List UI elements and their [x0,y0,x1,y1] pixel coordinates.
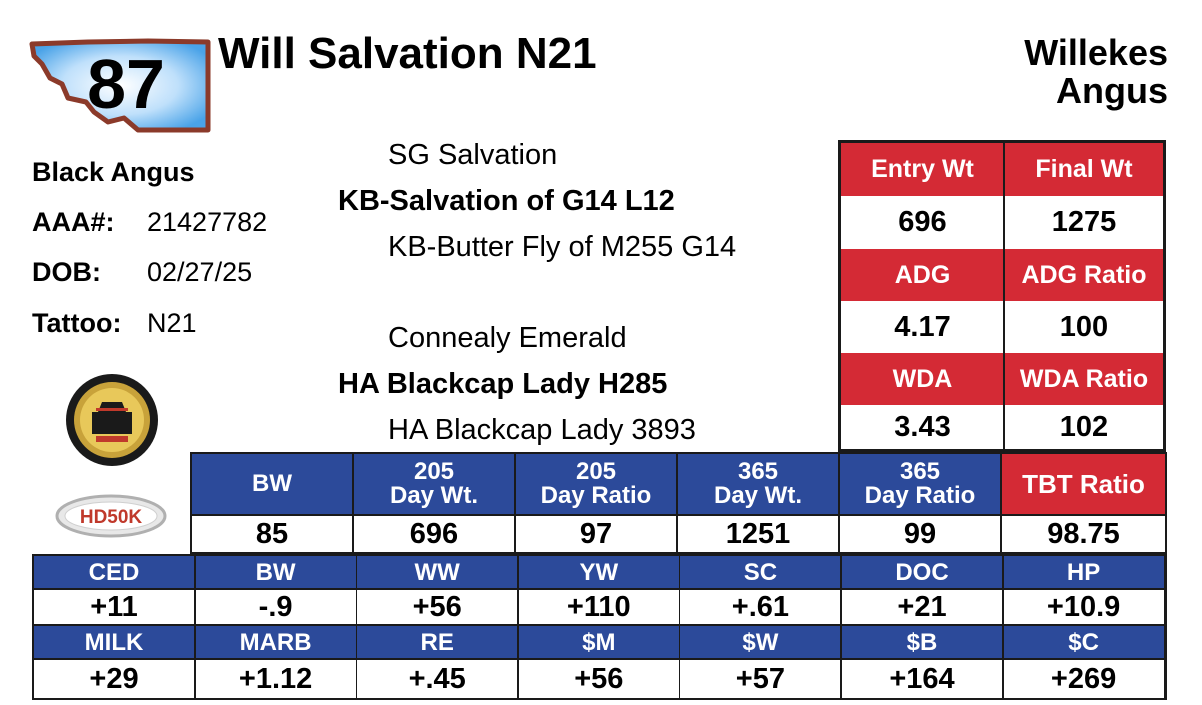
adg-value: 4.17 [841,301,1004,353]
aaa-row: AAA#: 21427782 [32,207,267,238]
epd-header-ww-2: WW [357,556,518,588]
adg-header: ADG [841,249,1004,301]
epd-header-b-5: $B [842,626,1002,658]
wda-value: 3.43 [841,405,1004,449]
weights-header-tbt-ratio: TBT Ratio [1002,454,1165,514]
tattoo-label: Tattoo: [32,308,122,338]
animal-name: Will Salvation N21 [218,29,597,78]
epd-header-milk-0: MILK [34,626,194,658]
epd-value-164-5: +164 [842,660,1002,698]
consignor-line-2: Angus [1056,70,1168,111]
weights-value-tbt-ratio: 98.75 [1002,516,1165,552]
tattoo-value: N21 [147,308,197,338]
epd-header-m-3: $M [518,626,679,658]
performance-table: Entry Wt Final Wt 696 1275 ADG ADG Ratio… [838,140,1166,452]
lot-number: 87 [87,45,165,123]
epd-header-ced-0: CED [34,556,194,588]
weights-header-bw: BW [192,454,352,514]
consignor-name: Willekes Angus [1024,34,1168,110]
epd-value-29-0: +29 [34,660,194,698]
association-seal-logo-icon [66,374,158,466]
final-wt-header: Final Wt [1005,143,1163,196]
epd-value-61-4: +.61 [680,590,841,624]
weights-value-365-day-ratio: 99 [840,516,1000,552]
breed: Black Angus [32,157,195,187]
aaa-label: AAA#: [32,207,115,237]
weights-value-205-day-wt: 696 [354,516,514,552]
montana-state-badge-icon [29,38,211,133]
entry-wt-header: Entry Wt [841,143,1004,196]
pedigree-dam-dam: HA Blackcap Lady 3893 [388,414,696,446]
epd-value-45-2: +.45 [357,660,518,698]
epd-value-21-5: +21 [842,590,1002,624]
weights-header-205-day-ratio: 205 Day Ratio [516,454,676,514]
pedigree-dam-sire: Connealy Emerald [388,322,627,354]
dob-label: DOB: [32,257,101,287]
epd-header-doc-5: DOC [842,556,1002,588]
epd-value-269-6: +269 [1003,660,1164,698]
entry-wt-value: 696 [841,196,1004,249]
epd-value-9-1: -.9 [195,590,356,624]
weights-value-205-day-ratio: 97 [516,516,676,552]
epd-header-yw-3: YW [518,556,679,588]
epd-value-10-9-6: +10.9 [1003,590,1164,624]
epd-value-1-12-1: +1.12 [195,660,356,698]
epd-value-57-4: +57 [680,660,841,698]
weights-value-365-day-wt: 1251 [678,516,838,552]
wda-ratio-value: 102 [1005,405,1163,449]
epd-header-hp-6: HP [1003,556,1164,588]
epd-header-bw-1: BW [195,556,356,588]
tattoo-row: Tattoo: N21 [32,308,197,339]
dob-value: 02/27/25 [147,257,253,287]
epd-header-w-4: $W [680,626,841,658]
wda-ratio-header: WDA Ratio [1005,353,1163,405]
epd-value-110-3: +110 [518,590,679,624]
pedigree-sire-sire: SG Salvation [388,139,558,171]
epd-header-re-2: RE [357,626,518,658]
adg-ratio-header: ADG Ratio [1005,249,1163,301]
adg-ratio-value: 100 [1005,301,1163,353]
pedigree-sire-dam: KB-Butter Fly of M255 G14 [388,231,737,263]
aaa-value: 21427782 [147,207,268,237]
weights-header-365-day-ratio: 365 Day Ratio [840,454,1000,514]
column-divider [1003,143,1005,449]
epd-header-sc-4: SC [680,556,841,588]
dob-row: DOB: 02/27/25 [32,257,252,288]
consignor-line-1: Willekes [1024,32,1168,73]
pedigree-dam: HA Blackcap Lady H285 [338,368,668,400]
epd-header-c-6: $C [1003,626,1164,658]
final-wt-value: 1275 [1005,196,1163,249]
pedigree-sire: KB-Salvation of G14 L12 [338,185,675,217]
weights-header-205-day-wt: 205 Day Wt. [354,454,514,514]
weights-table: BW 205 Day Wt. 205 Day Ratio 365 Day Wt. 36… [190,452,1167,554]
weights-header-365-day-wt: 365 Day Wt. [678,454,838,514]
epd-value-56-2: +56 [357,590,518,624]
epd-value-56-3: +56 [518,660,679,698]
wda-header: WDA [841,353,1004,405]
weights-value-bw: 85 [192,516,352,552]
epd-value-11-0: +11 [34,590,194,624]
epd-header-marb-1: MARB [195,626,356,658]
hd50k-logo-text: HD50K [80,507,143,528]
hd50k-logo-icon: HD50K [55,494,167,538]
